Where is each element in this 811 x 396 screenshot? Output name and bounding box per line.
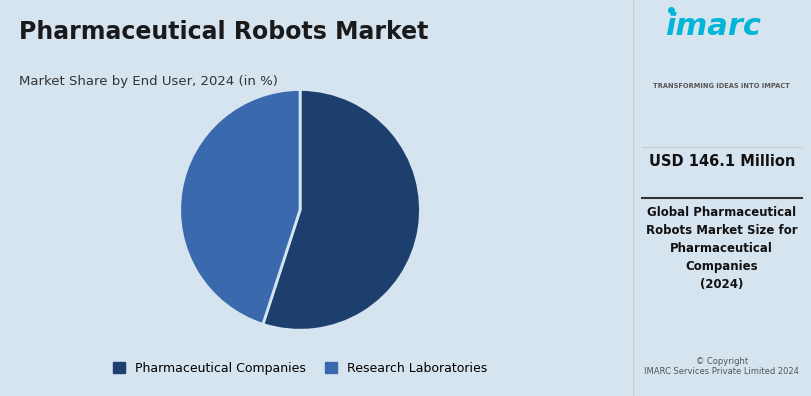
Text: © Copyright
IMARC Services Private Limited 2024: © Copyright IMARC Services Private Limit…	[645, 357, 799, 376]
Wedge shape	[263, 89, 420, 330]
Wedge shape	[180, 89, 300, 324]
Text: USD 146.1 Million: USD 146.1 Million	[649, 154, 795, 169]
Legend: Pharmaceutical Companies, Research Laboratories: Pharmaceutical Companies, Research Labor…	[113, 362, 487, 375]
Text: Pharmaceutical Robots Market: Pharmaceutical Robots Market	[19, 20, 428, 44]
Text: imarc: imarc	[665, 12, 761, 41]
Text: TRANSFORMING IDEAS INTO IMPACT: TRANSFORMING IDEAS INTO IMPACT	[654, 83, 790, 89]
Text: Global Pharmaceutical
Robots Market Size for
Pharmaceutical
Companies
(2024): Global Pharmaceutical Robots Market Size…	[646, 206, 797, 291]
Text: Market Share by End User, 2024 (in %): Market Share by End User, 2024 (in %)	[19, 75, 278, 88]
